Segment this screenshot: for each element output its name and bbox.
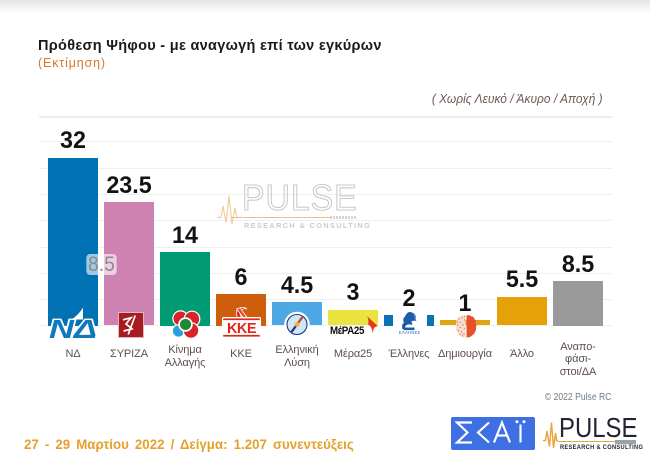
svg-text:ΕΛΛΗΝΕΣ: ΕΛΛΗΝΕΣ xyxy=(399,330,421,335)
svg-text:ΚΚΕ: ΚΚΕ xyxy=(227,321,257,337)
svg-text:ΝΔ: ΝΔ xyxy=(49,314,97,341)
